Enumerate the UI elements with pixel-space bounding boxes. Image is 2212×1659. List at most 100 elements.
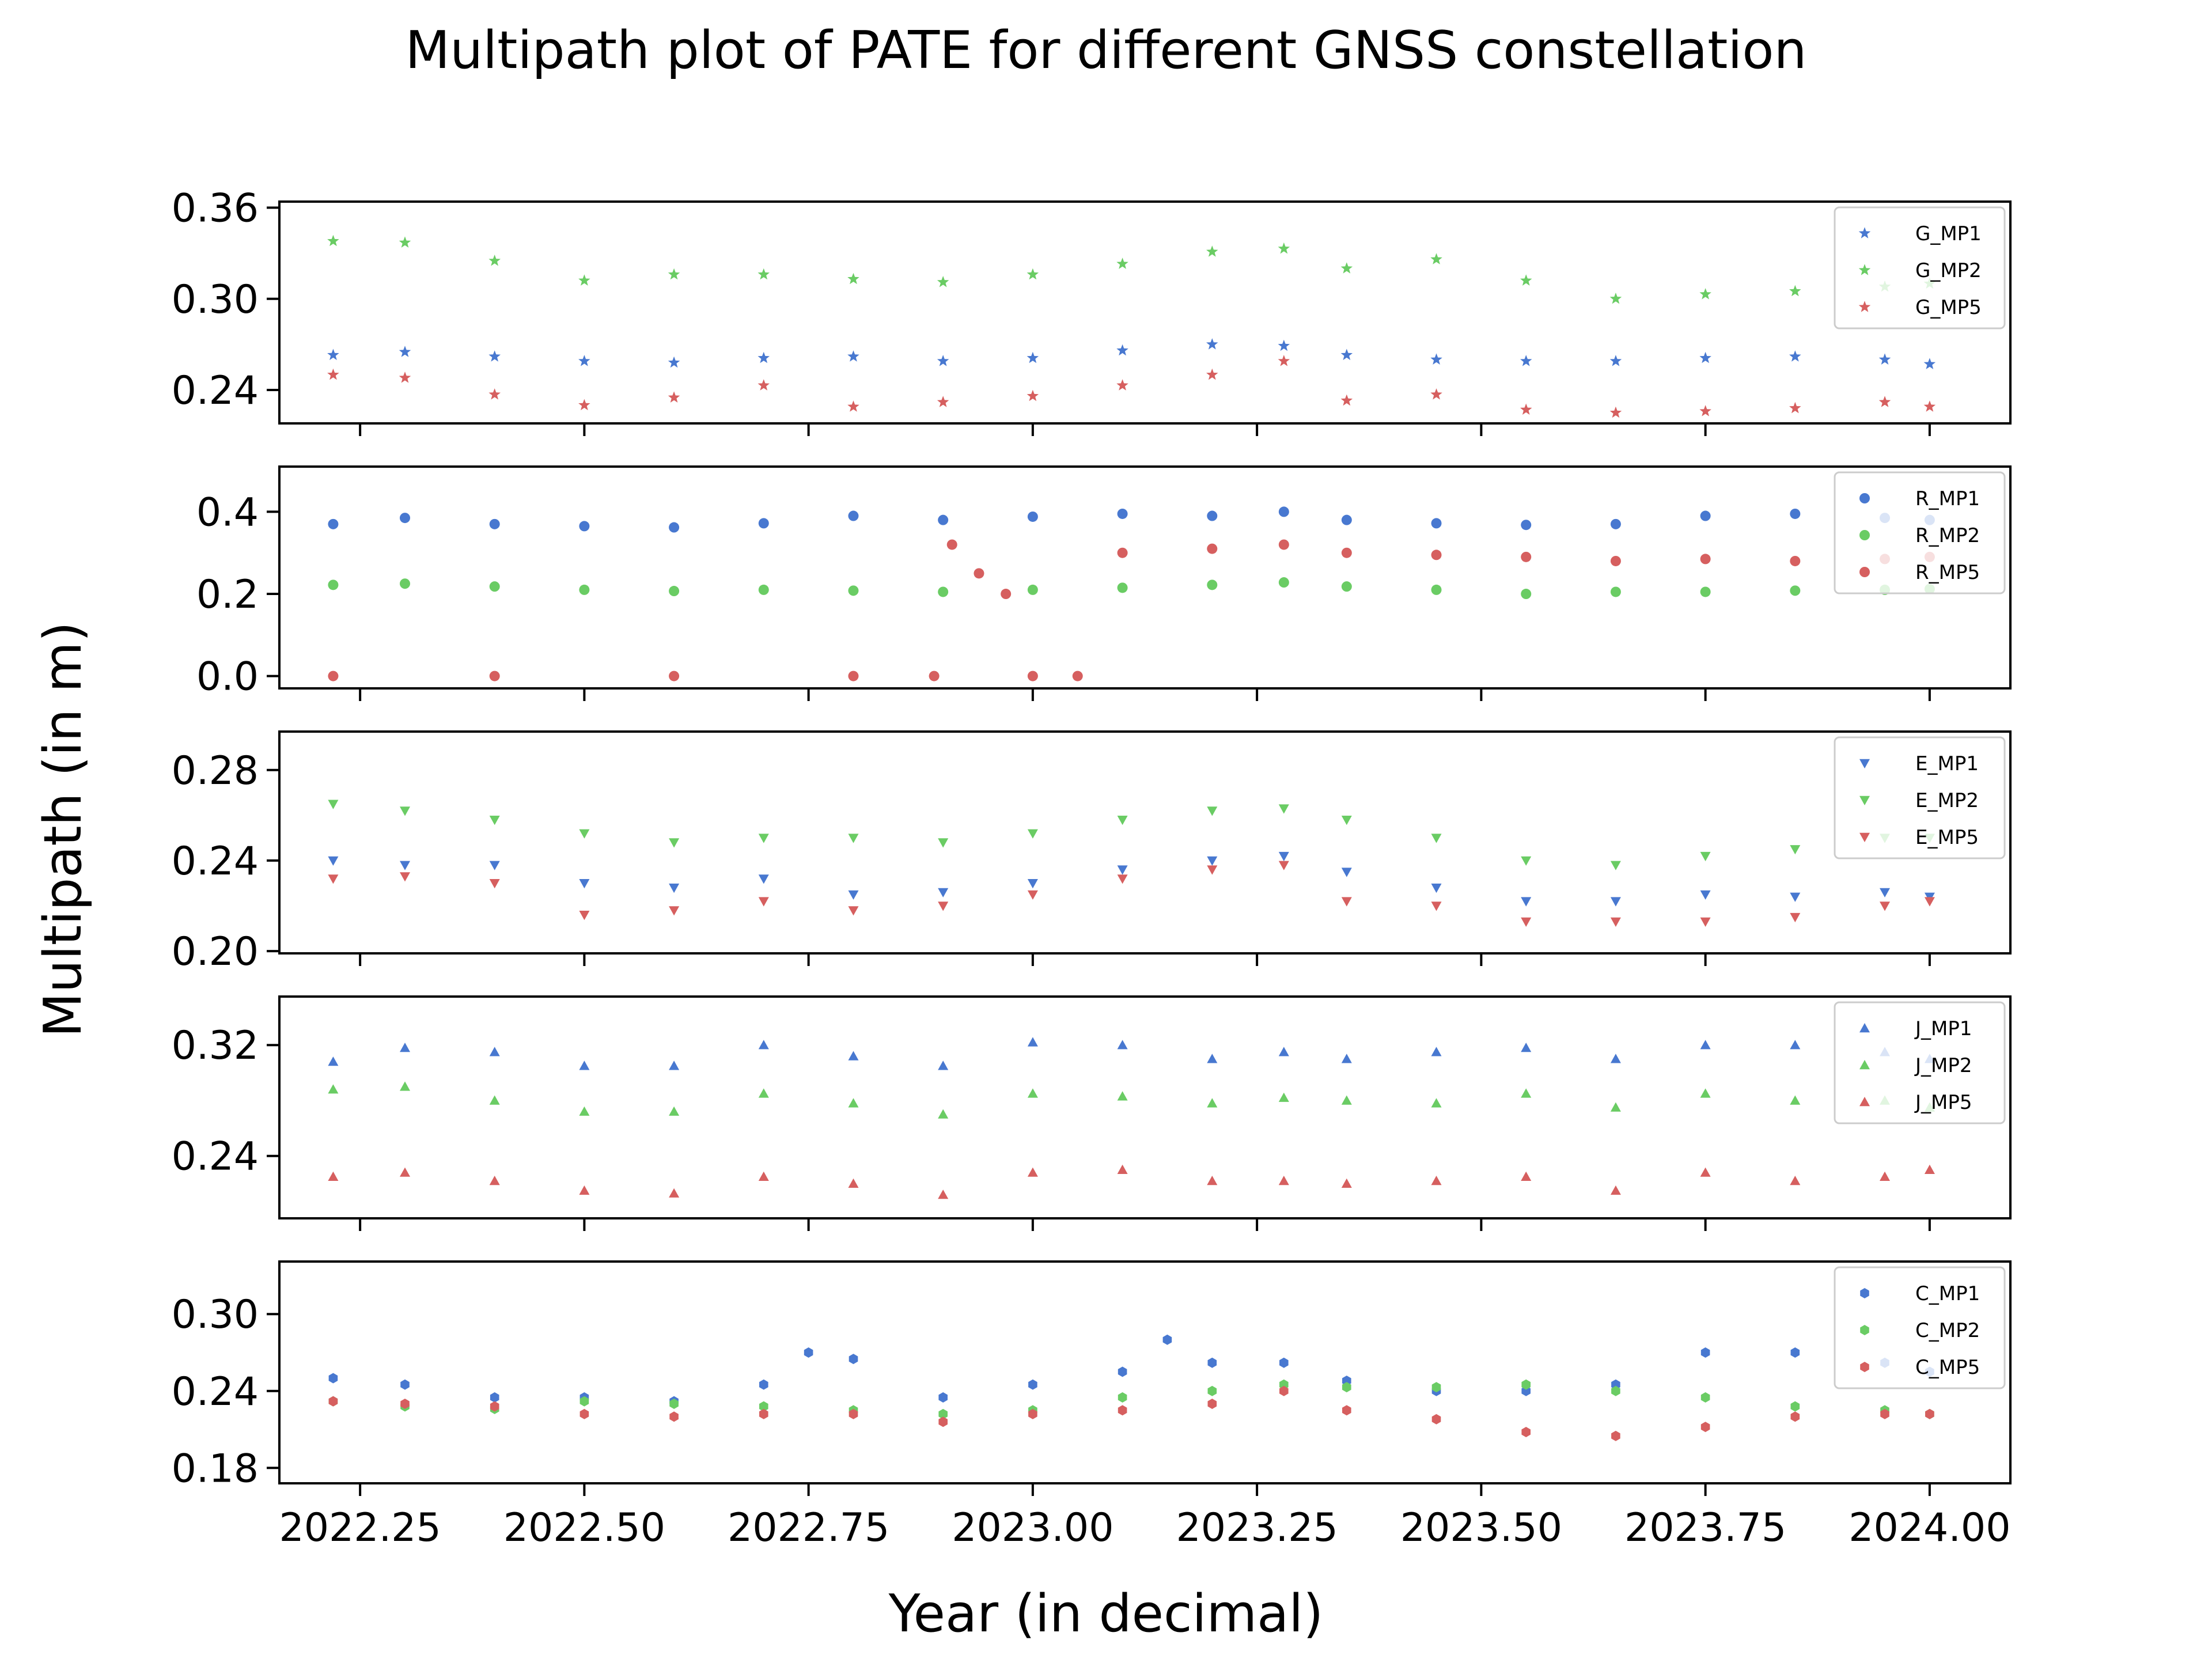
y-tick-label: 0.0 (196, 654, 259, 700)
data-point (1027, 351, 1039, 363)
data-point (1609, 406, 1622, 418)
legend-marker (1859, 567, 1870, 577)
data-point (1610, 1054, 1621, 1063)
data-point (1430, 253, 1442, 264)
data-point (579, 1106, 590, 1116)
data-point (1789, 350, 1801, 362)
data-point (579, 829, 590, 839)
data-point (1116, 344, 1128, 356)
data-point (328, 1373, 338, 1384)
data-point (489, 816, 500, 825)
x-tick-label: 2023.25 (1176, 1505, 1338, 1551)
data-point (1878, 396, 1891, 407)
data-point (1790, 1401, 1800, 1412)
data-point (1521, 856, 1532, 866)
legend-box (1834, 471, 2006, 594)
data-point (1342, 1405, 1351, 1416)
data-point (489, 518, 500, 529)
data-point (1117, 865, 1128, 875)
data-point (1431, 518, 1442, 529)
data-point (848, 834, 859, 843)
data-point (1790, 912, 1801, 923)
data-point (848, 585, 859, 596)
data-point (669, 1106, 680, 1116)
chart-title: Multipath plot of PATE for different GNS… (405, 20, 1806, 81)
data-point (1880, 1408, 1889, 1419)
subplot-c: 0.18 0.24 0.30 2022.25 2022.50 2022.75 2023.00… (172, 1260, 2012, 1551)
data-point (1278, 861, 1289, 870)
data-point (1028, 1408, 1037, 1419)
data-point (1700, 1347, 1710, 1358)
data-point (328, 1396, 338, 1407)
y-tick-label: 0.24 (172, 1369, 259, 1415)
data-point (489, 879, 500, 889)
y-tick-label: 0.2 (196, 572, 259, 618)
data-point (1027, 511, 1038, 522)
data-point (937, 396, 949, 407)
data-point (1207, 1176, 1218, 1185)
series-g-mp1 (327, 338, 1936, 369)
y-tick-label: 0.18 (172, 1446, 259, 1491)
subplot-g: 0.24 0.30 0.36 G_MP1 G_MP2 G_MP5 (172, 186, 2012, 436)
data-point (328, 800, 339, 809)
data-points (328, 800, 1935, 927)
data-point (400, 861, 410, 870)
data-point (1431, 902, 1442, 911)
data-point (1521, 1427, 1531, 1437)
data-point (1117, 582, 1128, 593)
data-point (1923, 358, 1936, 369)
subplot-j: 0.24 0.32 J_MP1 J_MP2 J_MP5 (172, 995, 2012, 1231)
legend-label: C_MP1 (1915, 1282, 1980, 1305)
data-point (1027, 671, 1038, 681)
data-point (1207, 579, 1218, 590)
legend-marker (1860, 1288, 1869, 1298)
data-point (1162, 1334, 1172, 1345)
data-point (1790, 892, 1801, 902)
y-tick-label: 0.36 (172, 186, 259, 232)
legend: G_MP1 G_MP2 G_MP5 (1834, 206, 2006, 329)
data-point (758, 1088, 769, 1098)
data-point (929, 671, 940, 681)
data-point (1341, 816, 1352, 825)
data-point (489, 861, 500, 870)
y-tick-label: 0.4 (196, 490, 259, 535)
data-point (328, 671, 339, 681)
y-tick-label: 0.24 (172, 839, 259, 884)
data-point (1027, 1037, 1038, 1047)
data-point (938, 514, 949, 525)
data-point (1341, 897, 1352, 907)
data-point (1610, 917, 1621, 927)
data-point (1072, 671, 1083, 681)
data-point (1278, 1092, 1289, 1102)
data-point (400, 872, 410, 882)
data-point (669, 883, 680, 893)
y-tick-label: 0.20 (172, 929, 259, 975)
data-point (1521, 1088, 1532, 1098)
data-point (1878, 353, 1891, 365)
data-point (938, 838, 949, 848)
data-point (1700, 917, 1711, 927)
axes-frame (278, 465, 2012, 690)
data-point (488, 350, 501, 362)
data-point (669, 586, 680, 597)
subplots: 0.24 0.30 0.36 G_MP1 G_MP2 G_MP5 0.0 0.2 0.4 R_MP… (172, 186, 2012, 1551)
data-point (1699, 288, 1711, 300)
data-point (328, 579, 339, 590)
data-point (328, 518, 339, 529)
data-point (1431, 1047, 1442, 1056)
data-point (1340, 262, 1353, 274)
data-point (1700, 510, 1711, 521)
data-point (1611, 1385, 1620, 1396)
data-point (1207, 510, 1218, 521)
data-point (1790, 1347, 1800, 1358)
data-point (758, 584, 769, 595)
subplot-e: 0.20 0.24 0.28 E_MP1 E_MP2 E_MP5 (172, 730, 2012, 975)
legend-label: R_MP1 (1915, 487, 1980, 510)
data-point (938, 1392, 948, 1403)
y-axis-label: Multipath (in m) (33, 622, 93, 1037)
data-point (1790, 1040, 1801, 1050)
data-point (1431, 1382, 1441, 1393)
data-point (759, 1408, 768, 1419)
y-tick-label: 0.28 (172, 748, 259, 794)
data-point (400, 1043, 410, 1052)
